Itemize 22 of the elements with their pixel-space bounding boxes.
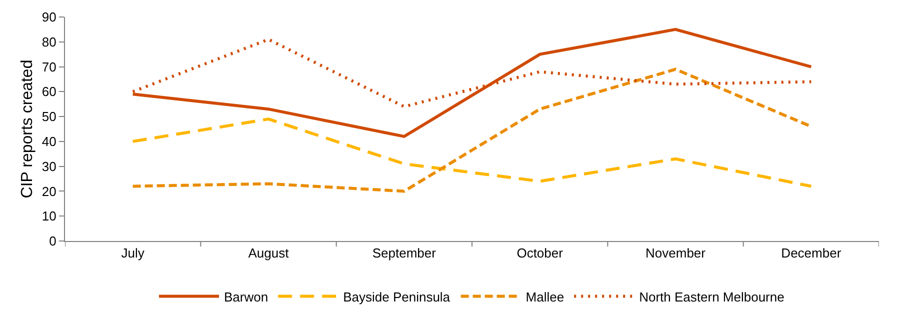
legend-label: Bayside Peninsula [343, 289, 451, 304]
x-tick-label: December [781, 246, 842, 261]
x-tick-label: August [248, 246, 290, 261]
y-tick-label: 0 [49, 234, 56, 249]
legend-label: Mallee [526, 289, 564, 304]
x-tick-label: July [121, 246, 145, 261]
legend-label: North Eastern Melbourne [639, 289, 784, 304]
y-tick-label: 40 [42, 134, 56, 149]
x-tick-label: September [372, 246, 437, 261]
y-tick-label: 10 [42, 208, 56, 224]
x-tick-label: November [646, 246, 706, 261]
y-tick-label: 50 [42, 109, 56, 124]
y-tick-label: 60 [42, 84, 56, 100]
y-tick-label: 20 [42, 184, 56, 199]
y-tick-label: 70 [42, 59, 56, 74]
y-tick-label: 30 [42, 158, 56, 174]
y-tick-label: 80 [42, 34, 56, 50]
x-tick-label: October [516, 246, 564, 261]
legend-label: Barwon [224, 289, 268, 304]
y-tick-label: 90 [42, 10, 56, 25]
line-series [131, 118, 813, 188]
y-axis-title: CIP reports created [18, 60, 36, 198]
